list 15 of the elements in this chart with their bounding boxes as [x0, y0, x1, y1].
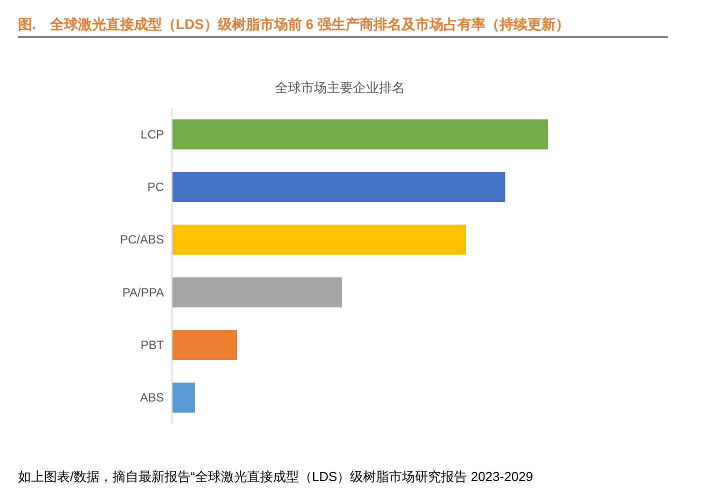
y-tick-label: LCP [140, 127, 164, 142]
text: 如上图表/数据，摘自最新报告“全球激光直接成型（LDS）级树脂市场研究报告 2023-2029 [18, 469, 534, 484]
y-tick-label: PC [147, 180, 164, 194]
bar [172, 330, 238, 360]
y-tick-label: ABS [140, 390, 164, 405]
y-tick-label: PC/ABS [120, 232, 164, 247]
bar [172, 119, 548, 150]
chart-subtitle: 全球市场主要企业排名 [275, 80, 405, 95]
bar [172, 382, 195, 413]
chart-title: 图. 全球激光直接成型（LDS）级树脂市场前 6 强生产商排名及市场占有率（持续更新） [18, 16, 570, 32]
y-tick-label: PBT [140, 338, 165, 352]
bar [172, 224, 466, 255]
y-tick-label: PA/PPA [122, 285, 164, 300]
bar [172, 277, 342, 308]
bar [172, 172, 506, 202]
